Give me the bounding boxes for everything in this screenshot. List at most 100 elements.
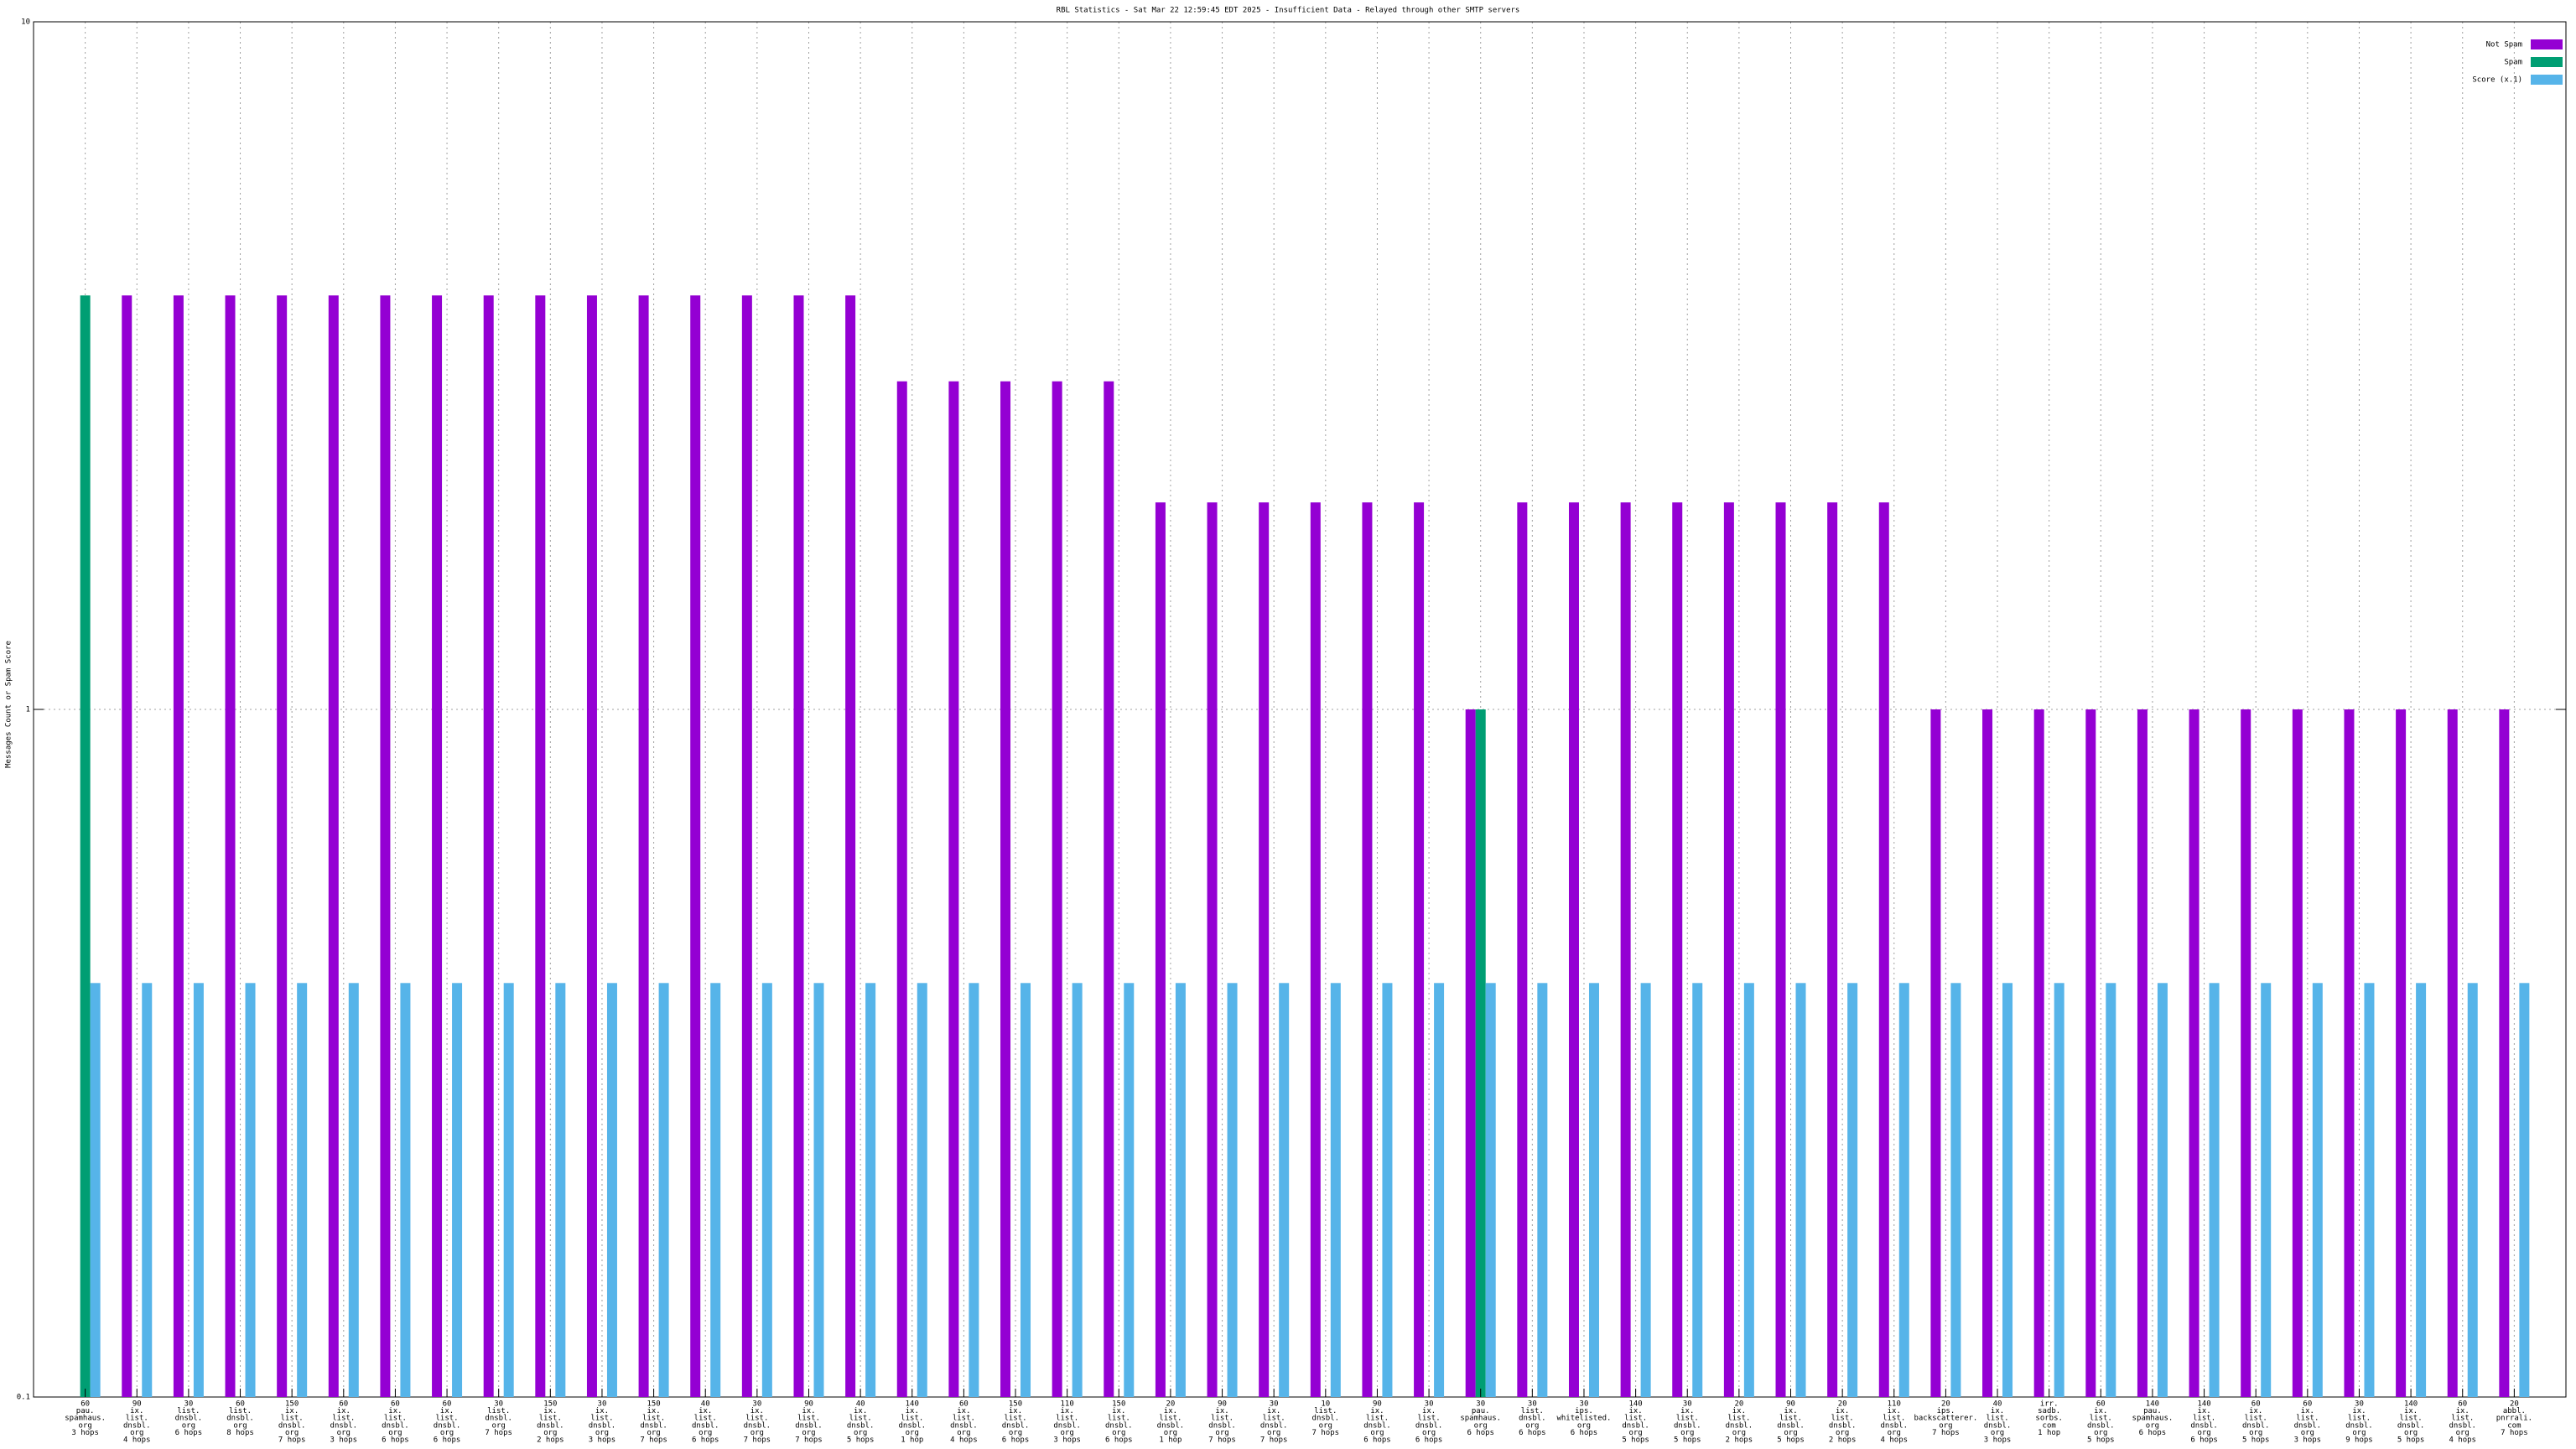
- x-tick-label: ix.: [285, 1407, 299, 1415]
- x-tick-label: 6 hops: [1571, 1429, 1598, 1437]
- bar: [1207, 502, 1218, 1397]
- x-tick-label: 3 hops: [71, 1429, 99, 1437]
- x-tick-label: dnsbl.: [1519, 1415, 1546, 1423]
- plot-frame: [33, 21, 2567, 1398]
- bar: [896, 381, 907, 1398]
- x-tick-label: ix.: [337, 1407, 351, 1415]
- bar: [225, 295, 236, 1398]
- x-tick-label: 30: [1425, 1400, 1434, 1409]
- bar: [2416, 983, 2427, 1397]
- x-tick-label: 5 hops: [2087, 1436, 2115, 1445]
- x-tick-label: 10: [1321, 1400, 1330, 1409]
- x-tick-label: dnsbl.: [1157, 1421, 1185, 1430]
- x-tick-label: 6 hops: [434, 1436, 461, 1445]
- x-tick-label: list.: [1366, 1415, 1389, 1423]
- x-tick-label: org: [1939, 1421, 1952, 1430]
- x-tick-label: 4 hops: [1881, 1436, 1909, 1445]
- x-tick-label: dnsbl.: [2190, 1421, 2218, 1430]
- x-tick-label: 60: [2096, 1400, 2106, 1409]
- x-tick-label: ips.: [1937, 1407, 1955, 1415]
- x-tick-label: 30: [1528, 1400, 1537, 1409]
- x-tick-label: ix.: [802, 1407, 815, 1415]
- bar: [2499, 709, 2510, 1397]
- bar: [1795, 983, 1806, 1397]
- x-tick-label: dnsbl.: [2397, 1421, 2425, 1430]
- bar: [865, 983, 876, 1397]
- x-tick-label: ix.: [2352, 1407, 2366, 1415]
- bar: [348, 983, 359, 1397]
- x-tick-label: org: [595, 1429, 609, 1437]
- x-tick-label: org: [906, 1429, 919, 1437]
- bar: [690, 295, 701, 1398]
- x-tick-label: ix.: [1784, 1407, 1797, 1415]
- x-tick-label: dnsbl.: [1622, 1421, 1649, 1430]
- x-tick-label: ix.: [1680, 1407, 1694, 1415]
- x-tick-label: dnsbl.: [847, 1421, 875, 1430]
- x-tick-label: org: [1888, 1429, 1901, 1437]
- bar: [555, 983, 566, 1397]
- x-tick-label: 90: [804, 1400, 813, 1409]
- x-tick-label: 150: [285, 1400, 299, 1409]
- x-tick-label: ix.: [2456, 1407, 2470, 1415]
- x-tick-label: dnsbl.: [1726, 1421, 1753, 1430]
- x-tick-label: spamhaus.: [2132, 1415, 2174, 1423]
- legend-label: Not Spam: [2486, 41, 2522, 49]
- x-tick-label: 6 hops: [175, 1429, 203, 1437]
- x-tick-label: 9 hops: [2345, 1436, 2373, 1445]
- y-axis-label: Messages Count or Spam Score: [5, 641, 13, 768]
- x-tick-label: dnsbl.: [175, 1415, 203, 1423]
- x-tick-label: 30: [1683, 1400, 1692, 1409]
- x-tick-label: dnsbl.: [2242, 1421, 2270, 1430]
- bar: [1847, 983, 1858, 1397]
- bar: [2261, 983, 2272, 1397]
- x-tick-label: org: [647, 1429, 660, 1437]
- x-tick-label: list.: [1159, 1415, 1182, 1423]
- x-tick-label: 3 hops: [1984, 1436, 2012, 1445]
- x-tick-label: 7 hops: [1312, 1429, 1340, 1437]
- bar: [2447, 709, 2458, 1397]
- x-tick-label: irr.: [2040, 1400, 2059, 1409]
- x-tick-label: spamhaus.: [65, 1415, 106, 1423]
- x-tick-label: dnsbl.: [1415, 1421, 1443, 1430]
- x-tick-label: ix.: [1732, 1407, 1746, 1415]
- x-tick-label: org: [1732, 1429, 1746, 1437]
- bar: [80, 295, 91, 1398]
- bar: [1692, 983, 1703, 1397]
- x-tick-label: 4 hops: [950, 1436, 978, 1445]
- x-tick-label: dnsbl.: [1984, 1421, 2012, 1430]
- x-tick-label: org: [957, 1429, 970, 1437]
- x-tick-label: list.: [1986, 1415, 2008, 1423]
- x-tick-label: 4 hops: [2449, 1436, 2476, 1445]
- bar: [948, 381, 959, 1398]
- bar: [1382, 983, 1393, 1397]
- x-tick-label: dnsbl.: [278, 1421, 306, 1430]
- x-tick-label: 30: [2355, 1400, 2364, 1409]
- bar: [1175, 983, 1186, 1397]
- bar: [1827, 502, 1838, 1397]
- bar: [535, 295, 546, 1398]
- y-tick-label: 0.1: [17, 1394, 30, 1402]
- x-tick-label: dnsbl.: [1053, 1421, 1081, 1430]
- x-tick-label: dnsbl.: [1829, 1421, 1857, 1430]
- x-tick-label: org: [1422, 1429, 1436, 1437]
- x-tick-label: 60: [2458, 1400, 2467, 1409]
- bar: [380, 295, 391, 1398]
- bar: [1672, 502, 1683, 1397]
- bar: [245, 983, 256, 1397]
- x-tick-label: 6 hops: [692, 1436, 719, 1445]
- bar: [638, 295, 649, 1398]
- x-tick-label: dnsbl.: [485, 1415, 512, 1423]
- x-tick-label: list.: [332, 1415, 355, 1423]
- x-tick-label: org: [1628, 1429, 1642, 1437]
- bar: [1588, 983, 1599, 1397]
- bar: [1517, 502, 1528, 1397]
- x-tick-label: 30: [1476, 1400, 1485, 1409]
- x-tick-label: org: [1370, 1429, 1384, 1437]
- legend-label: Score (x.1): [2472, 76, 2522, 85]
- bar: [710, 983, 721, 1397]
- bar: [1743, 983, 1754, 1397]
- x-tick-label: ix.: [750, 1407, 764, 1415]
- x-tick-label: ix.: [699, 1407, 712, 1415]
- x-tick-label: list.: [1314, 1407, 1337, 1415]
- x-tick-label: list.: [384, 1415, 407, 1423]
